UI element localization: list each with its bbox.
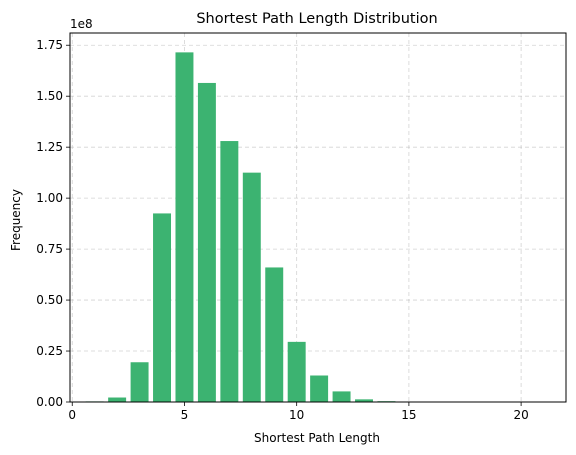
- bar-11: [310, 375, 329, 402]
- bar-8: [242, 172, 261, 402]
- x-tick-label-1: 5: [181, 408, 189, 422]
- bar-5: [175, 52, 194, 403]
- bar-4: [153, 213, 171, 402]
- x-tick-label-2: 10: [289, 408, 304, 422]
- bar-2: [108, 397, 127, 402]
- y-axis-ticks: 0.00 0.25 0.50 0.75 1.00 1.25 1.50 1.75: [36, 38, 70, 409]
- bar-6: [197, 82, 216, 403]
- y-tick-label-4: 1.00: [36, 191, 63, 205]
- bar-9: [265, 267, 284, 402]
- bar-3: [130, 362, 149, 402]
- x-axis-ticks: 0 5 10 15 20: [68, 402, 529, 422]
- y-offset-label: 1e8: [70, 17, 93, 31]
- bar-13: [355, 399, 373, 402]
- y-tick-label-0: 0.00: [36, 395, 63, 409]
- y-tick-label-6: 1.50: [36, 89, 63, 103]
- x-tick-label-0: 0: [68, 408, 76, 422]
- plot-frame: [69, 32, 567, 403]
- chart-title: Shortest Path Length Distribution: [196, 11, 437, 27]
- y-tick-label-2: 0.50: [36, 293, 63, 307]
- bar-12: [332, 391, 351, 402]
- y-tick-label-7: 1.75: [36, 38, 63, 52]
- x-tick-label-4: 20: [513, 408, 528, 422]
- bars: [85, 52, 553, 403]
- bar-7: [220, 141, 239, 402]
- y-tick-label-3: 0.75: [36, 242, 63, 256]
- bar-10: [287, 341, 306, 402]
- x-tick-label-3: 15: [401, 408, 416, 422]
- y-axis-label: Frequency: [9, 189, 23, 251]
- y-tick-label-5: 1.25: [36, 140, 63, 154]
- y-tick-label-1: 0.25: [36, 344, 63, 358]
- x-axis-label: Shortest Path Length: [254, 431, 380, 445]
